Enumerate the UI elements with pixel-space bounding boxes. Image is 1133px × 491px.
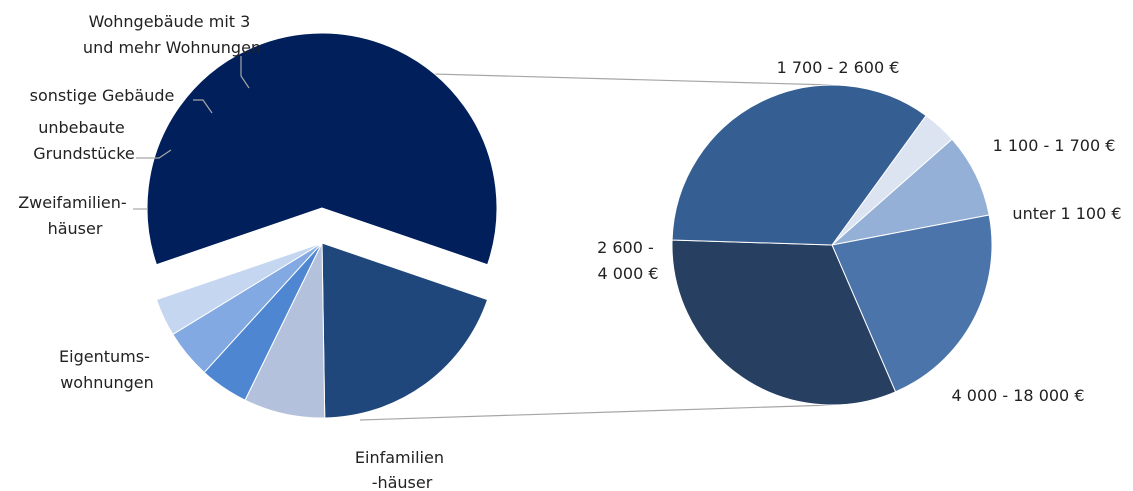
main-slice-einfamilien-h-user [146, 32, 498, 266]
detail-slice-1-100-1-700-eur [830, 138, 990, 246]
main-pie [146, 32, 498, 419]
detail-slice-4-000-18-000-eur [671, 84, 927, 246]
label-2600-4000: 2 600 - 4 000 € [597, 238, 659, 283]
label-zweifamilienhaeuser: Zweifamilien- häuser [18, 193, 132, 238]
leader-wohngebaeude [240, 56, 250, 89]
leader-sonstige [193, 99, 213, 114]
main-slice-eigentums-wohnungen [321, 242, 489, 419]
connector-line-top [359, 71, 833, 86]
label-1700-2600: 1 700 - 2 600 € [777, 58, 900, 77]
label-einfamilienhaeuser: Einfamilien -häuser [355, 448, 449, 491]
main-slice-wohngeb-ude-mit-3-und-mehr-wohnungen [155, 242, 323, 336]
connector-lines [359, 71, 833, 421]
label-4000-18000: 4 000 - 18 000 € [952, 386, 1085, 405]
detail-slice-2-600-4-000-eur [671, 239, 897, 406]
label-unbebaute-grundstuecke: unbebaute Grundstücke [33, 118, 135, 163]
label-eigentumswohnungen: Eigentums- wohnungen [59, 347, 155, 392]
detail-pie [671, 84, 993, 406]
leader-unbebaute [136, 149, 172, 159]
label-1100-1700: 1 100 - 1 700 € [993, 136, 1116, 155]
connector-line-bottom [359, 404, 833, 421]
label-wohngebaeude-3plus: Wohngebäude mit 3 und mehr Wohnungen [83, 12, 261, 57]
label-leader-lines [133, 56, 250, 210]
label-unter-1100: unter 1 100 € [1012, 204, 1121, 223]
detail-slice-1-700-2-600-eur [831, 214, 993, 393]
label-sonstige-gebaeude: sonstige Gebäude [30, 86, 175, 105]
